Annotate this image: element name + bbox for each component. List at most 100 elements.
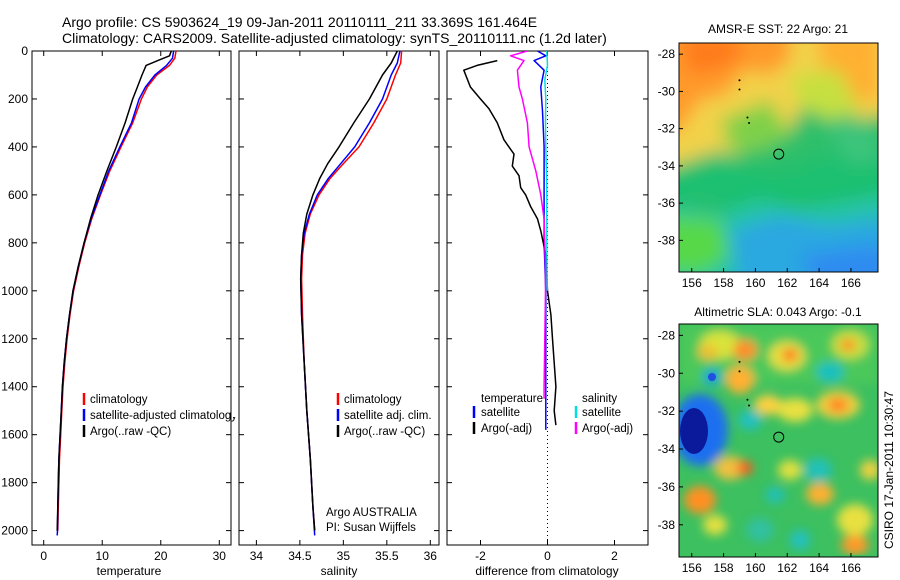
y-tick-label: 1200 [1, 332, 28, 346]
temperature-legend: climatology satellite-adjusted climatolo… [82, 393, 237, 438]
series-line-salinity-argo-adj [509, 51, 547, 399]
map-y-tick-label: -32 [658, 404, 676, 418]
sla-map-axes: 156 158 160 162 164 166 -28 -30 -32 -34 -36 -38 [658, 328, 862, 575]
map-y-tick-label: -32 [658, 122, 676, 136]
x-tick-label: 0 [544, 549, 551, 563]
salinity-plot-frame [238, 50, 440, 546]
sst-map-markers [738, 79, 785, 160]
track-point [748, 122, 751, 125]
legend-label: climatology [90, 394, 148, 406]
x-tick-label: 34 [250, 549, 264, 563]
map-x-tick-label: 164 [809, 276, 829, 290]
map-x-tick-label: 162 [777, 561, 797, 575]
y-tick-label: 1600 [1, 428, 28, 442]
temperature-axis-label: temperature [97, 564, 162, 578]
depth-axis: 0 200 400 600 800 1000 1200 1400 1600 1800 2000 [1, 44, 648, 538]
sst-map-field [679, 43, 878, 272]
temperature-x-axis: 0 10 20 30 [40, 51, 226, 563]
difference-series [463, 51, 557, 430]
map-y-tick-label: -36 [658, 196, 676, 210]
track-point [738, 370, 741, 373]
series-line-satellite-adj-clim [299, 51, 401, 536]
x-tick-label: 30 [213, 549, 227, 563]
series-line-argo-raw-qc [299, 51, 398, 531]
sst-map-title: AMSR-E SST: 22 Argo: 21 [708, 22, 848, 36]
series-line-climatology [57, 51, 177, 531]
sla-map-markers [738, 360, 785, 443]
map-x-tick-label: 158 [714, 561, 734, 575]
map-x-tick-label: 166 [841, 276, 861, 290]
legend-label: satellite [481, 407, 520, 419]
series-line-argo-raw-qc [56, 51, 173, 531]
legend-group-title: temperature [481, 393, 543, 405]
difference-x-axis: -2 0 2 [475, 51, 618, 563]
track-point [738, 88, 741, 91]
map-x-tick-label: 166 [841, 561, 861, 575]
salinity-legend: climatology satellite adj. clim. Argo(..… [336, 393, 432, 438]
temperature-series [56, 51, 177, 536]
map-x-tick-label: 160 [745, 276, 765, 290]
map-y-tick-label: -28 [658, 47, 676, 61]
legend-overflow-mask [231, 395, 239, 417]
legend-label: Argo(-adj) [582, 423, 633, 435]
legend-label: Argo(-adj) [481, 423, 532, 435]
track-point [738, 79, 741, 82]
map-x-tick-label: 156 [682, 276, 702, 290]
series-line-climatology [300, 51, 403, 531]
csiro-timestamp: CSIRO 17-Jan-2011 10:30:47 [882, 391, 896, 549]
legend-label: satellite [582, 407, 621, 419]
x-tick-label: 35.5 [375, 549, 399, 563]
x-tick-label: 0 [40, 549, 47, 563]
map-y-tick-label: -28 [658, 328, 676, 342]
map-x-tick-label: 156 [682, 561, 702, 575]
y-tick-label: 600 [8, 188, 28, 202]
x-tick-label: 34.5 [288, 549, 312, 563]
map-x-tick-label: 158 [714, 276, 734, 290]
map-y-tick-label: -38 [658, 518, 676, 532]
legend-label: climatology [344, 394, 402, 406]
difference-plot-frame [446, 50, 649, 546]
x-tick-label: 36 [424, 549, 438, 563]
y-tick-label: 2000 [1, 524, 28, 538]
y-tick-label: 200 [8, 92, 28, 106]
legend-group-title: salinity [582, 393, 617, 405]
track-point [746, 116, 749, 119]
map-x-tick-label: 160 [745, 561, 765, 575]
x-tick-label: 20 [154, 549, 168, 563]
legend-label: Argo(..raw -QC) [90, 426, 171, 438]
header-line-1: Argo profile: CS 5903624_19 09-Jan-2011 … [62, 14, 537, 30]
sst-map-axes: 156 158 160 162 164 166 -28 -30 -32 -34 -36 -38 [658, 47, 862, 290]
difference-legend: temperature salinity satellite Argo(-adj… [472, 393, 633, 435]
salinity-series [299, 51, 403, 536]
y-tick-label: 0 [21, 44, 28, 58]
series-line-temperature-argo-adj [463, 59, 557, 426]
y-tick-label: 400 [8, 140, 28, 154]
float-location-marker [773, 148, 785, 160]
argo-australia-annotation: Argo AUSTRALIA [326, 507, 417, 519]
y-tick-label: 800 [8, 236, 28, 250]
track-point [746, 398, 749, 401]
map-x-tick-label: 162 [777, 276, 797, 290]
x-tick-label: 35 [337, 549, 351, 563]
y-tick-label: 1400 [1, 380, 28, 394]
sla-map-frame [678, 323, 879, 558]
x-tick-label: 10 [96, 549, 110, 563]
series-line-salinity-satellite [544, 51, 549, 291]
x-tick-label: 2 [611, 549, 618, 563]
map-y-tick-label: -30 [658, 84, 676, 98]
map-y-tick-label: -38 [658, 233, 676, 247]
map-y-tick-label: -34 [658, 159, 676, 173]
pi-annotation: PI: Susan Wijffels [326, 522, 416, 534]
sla-map-field [679, 324, 878, 557]
float-location-marker [773, 431, 785, 443]
y-tick-label: 1000 [1, 284, 28, 298]
series-line-satellite-adjusted-climatology [56, 51, 175, 536]
difference-axis-label: difference from climatology [475, 564, 618, 578]
x-tick-label: -2 [475, 549, 486, 563]
temperature-plot-frame [31, 50, 232, 546]
legend-label: satellite-adjusted climatology [90, 410, 237, 422]
track-point [748, 404, 751, 407]
sla-map-title: Altimetric SLA: 0.043 Argo: -0.1 [694, 305, 862, 319]
legend-label: satellite adj. clim. [344, 410, 432, 422]
